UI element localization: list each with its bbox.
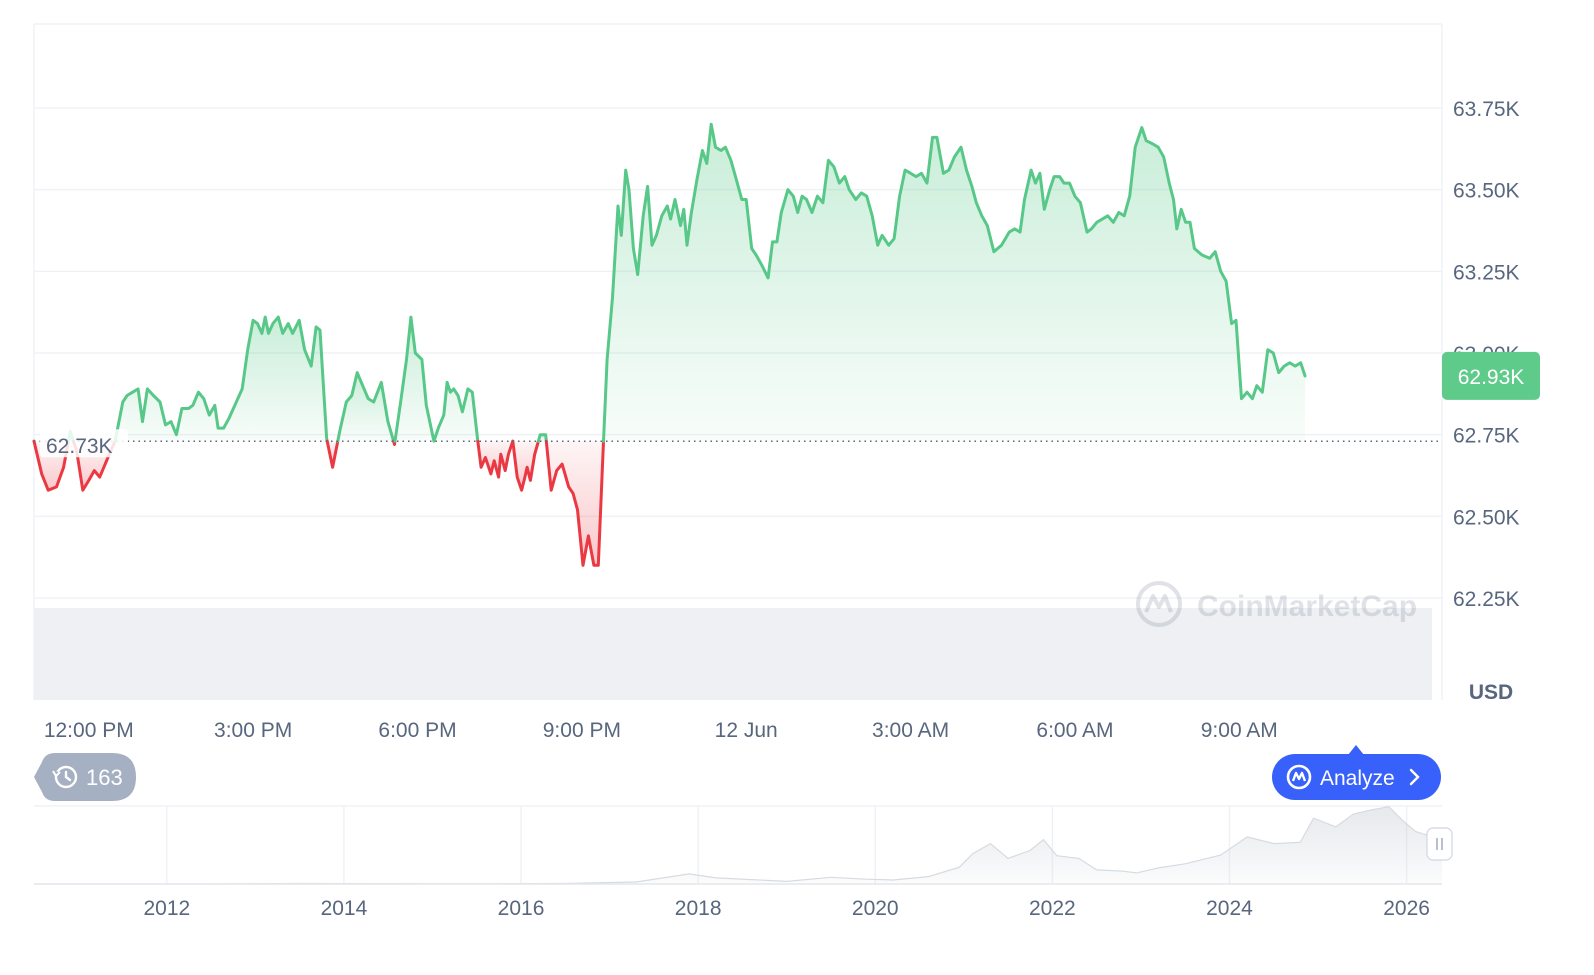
volume-area [34,608,1432,700]
watermark-text: CoinMarketCap [1197,590,1417,623]
y-tick-label: 63.50K [1453,180,1520,203]
volume-bars [34,608,1432,700]
navigator-year-label: 2020 [852,897,899,920]
x-tick-label: 12:00 PM [44,719,134,742]
navigator-handle-background [1426,827,1453,861]
navigator-year-label: 2026 [1383,897,1430,920]
baseline-value: 62.73K [46,435,113,458]
price-line-down [476,439,515,479]
navigator-year-label: 2012 [143,897,190,920]
navigator-handle[interactable] [1426,827,1453,861]
analyze-logo-icon [1286,764,1312,790]
y-tick-label: 62.50K [1453,506,1520,529]
price-area-up [603,124,1305,442]
x-tick-label: 6:00 PM [378,719,456,742]
price-area-down [512,441,539,491]
y-tick-label: 63.75K [1453,98,1520,121]
price-line-up [336,371,396,443]
y-tick-label: 62.25K [1453,588,1520,611]
price-line-up [393,315,480,443]
navigator-year-label: 2024 [1206,897,1253,920]
price-line-up [536,433,548,443]
history-badge[interactable]: 163 [34,753,136,801]
price-line-down [511,439,540,492]
navigator-year-labels: 2012 2014 2016 2018 2020 2022 2024 2026 [143,897,1429,920]
coinmarketcap-logo-icon [1136,581,1182,627]
range-navigator[interactable]: 2012 2014 2016 2018 2020 2022 2024 2026 [34,805,1453,920]
price-lines [32,122,1307,567]
navigator-year-label: 2016 [498,897,545,920]
history-badge-background [34,753,136,801]
baseline-label-background [40,429,128,458]
analyze-button-background [1272,754,1441,800]
price-line-down [32,439,70,492]
navigator-line [34,805,1443,885]
coinmarketcap-watermark: CoinMarketCap [1136,581,1417,627]
y-tick-label: 62.75K [1453,425,1520,448]
navigator-area [34,806,1442,884]
price-line-down [544,439,605,567]
x-tick-label: 12 Jun [715,719,778,742]
baseline-label: 62.73K [40,429,128,458]
price-line-up [602,122,1307,443]
current-price-value: 62.93K [1458,366,1525,389]
current-price-background [1442,351,1540,400]
x-tick-label: 9:00 PM [543,719,621,742]
navigator-year-label: 2022 [1029,897,1076,920]
navigator-year-label: 2018 [675,897,722,920]
x-tick-label: 3:00 AM [872,719,949,742]
price-area-up [115,317,328,442]
x-axis-labels: 12:00 PM 3:00 PM 6:00 PM 9:00 PM 12 Jun 3:00 … [44,719,1278,742]
history-count: 163 [86,765,123,790]
price-area-down [546,441,604,566]
price-line-up [113,315,329,443]
analyze-button-pointer [1348,745,1364,755]
price-areas [34,124,1305,566]
current-price-tag: 62.93K [1442,351,1540,400]
x-tick-label: 9:00 AM [1201,719,1278,742]
navigator-year-label: 2014 [321,897,368,920]
price-line-down [325,439,340,469]
x-tick-label: 3:00 PM [214,719,292,742]
y-tick-label: 63.25K [1453,261,1520,284]
price-area-down [477,441,513,478]
x-tick-label: 6:00 AM [1036,719,1113,742]
history-icon [52,765,78,789]
currency-label: USD [1469,681,1513,704]
price-area-up [395,317,478,442]
chevron-right-icon [1409,768,1420,786]
analyze-button[interactable]: Analyze [1272,745,1441,800]
analyze-label: Analyze [1320,767,1395,790]
